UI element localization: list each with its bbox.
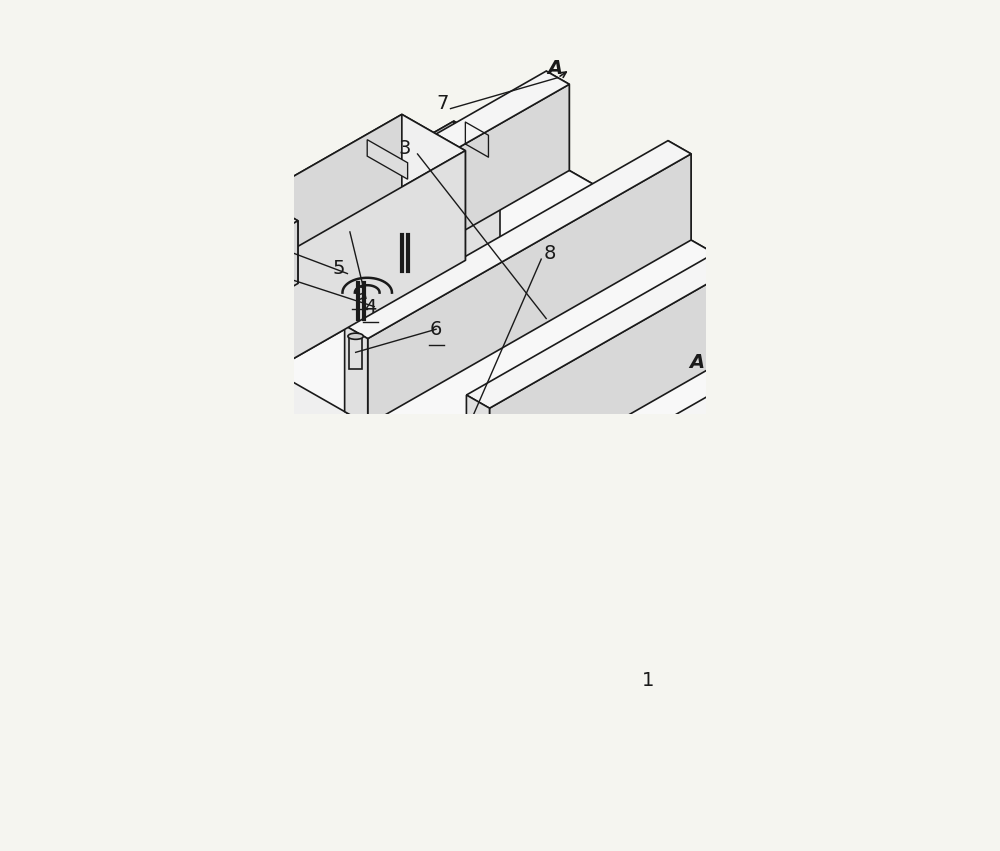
Polygon shape xyxy=(466,210,813,408)
Text: 5: 5 xyxy=(333,259,345,277)
Polygon shape xyxy=(177,241,1000,808)
Polygon shape xyxy=(182,194,298,260)
Text: 4: 4 xyxy=(364,298,376,317)
Polygon shape xyxy=(546,71,569,170)
Polygon shape xyxy=(223,71,569,269)
Polygon shape xyxy=(0,121,1000,851)
Polygon shape xyxy=(668,140,691,240)
Polygon shape xyxy=(911,280,935,380)
Ellipse shape xyxy=(348,333,363,340)
Polygon shape xyxy=(733,363,1000,633)
Polygon shape xyxy=(588,465,611,564)
Polygon shape xyxy=(177,131,1000,699)
Polygon shape xyxy=(500,131,1000,623)
Text: 3: 3 xyxy=(399,139,411,158)
Polygon shape xyxy=(0,121,454,420)
Ellipse shape xyxy=(216,218,253,246)
Text: 8: 8 xyxy=(543,244,556,263)
Polygon shape xyxy=(588,280,935,477)
Polygon shape xyxy=(466,395,490,494)
Polygon shape xyxy=(345,325,368,425)
Text: 9: 9 xyxy=(354,285,366,305)
Polygon shape xyxy=(252,194,298,283)
Polygon shape xyxy=(229,220,298,323)
Polygon shape xyxy=(229,114,465,249)
Polygon shape xyxy=(790,210,813,310)
Text: 7: 7 xyxy=(436,94,448,112)
Polygon shape xyxy=(223,256,246,355)
Polygon shape xyxy=(177,131,500,426)
Polygon shape xyxy=(402,114,465,260)
Text: A: A xyxy=(689,353,704,372)
Ellipse shape xyxy=(227,226,242,237)
Polygon shape xyxy=(345,140,691,339)
Polygon shape xyxy=(367,140,408,180)
Polygon shape xyxy=(292,151,465,359)
Polygon shape xyxy=(710,534,733,633)
Polygon shape xyxy=(349,336,362,368)
Polygon shape xyxy=(454,121,1000,599)
Polygon shape xyxy=(246,84,569,355)
Polygon shape xyxy=(229,114,402,323)
Polygon shape xyxy=(710,350,1000,547)
Text: A: A xyxy=(547,59,563,77)
Polygon shape xyxy=(846,514,1000,808)
Polygon shape xyxy=(490,224,813,494)
Polygon shape xyxy=(182,194,252,297)
Text: 1: 1 xyxy=(642,671,655,689)
Polygon shape xyxy=(611,293,935,564)
Text: 6: 6 xyxy=(430,321,442,340)
Polygon shape xyxy=(368,154,691,425)
